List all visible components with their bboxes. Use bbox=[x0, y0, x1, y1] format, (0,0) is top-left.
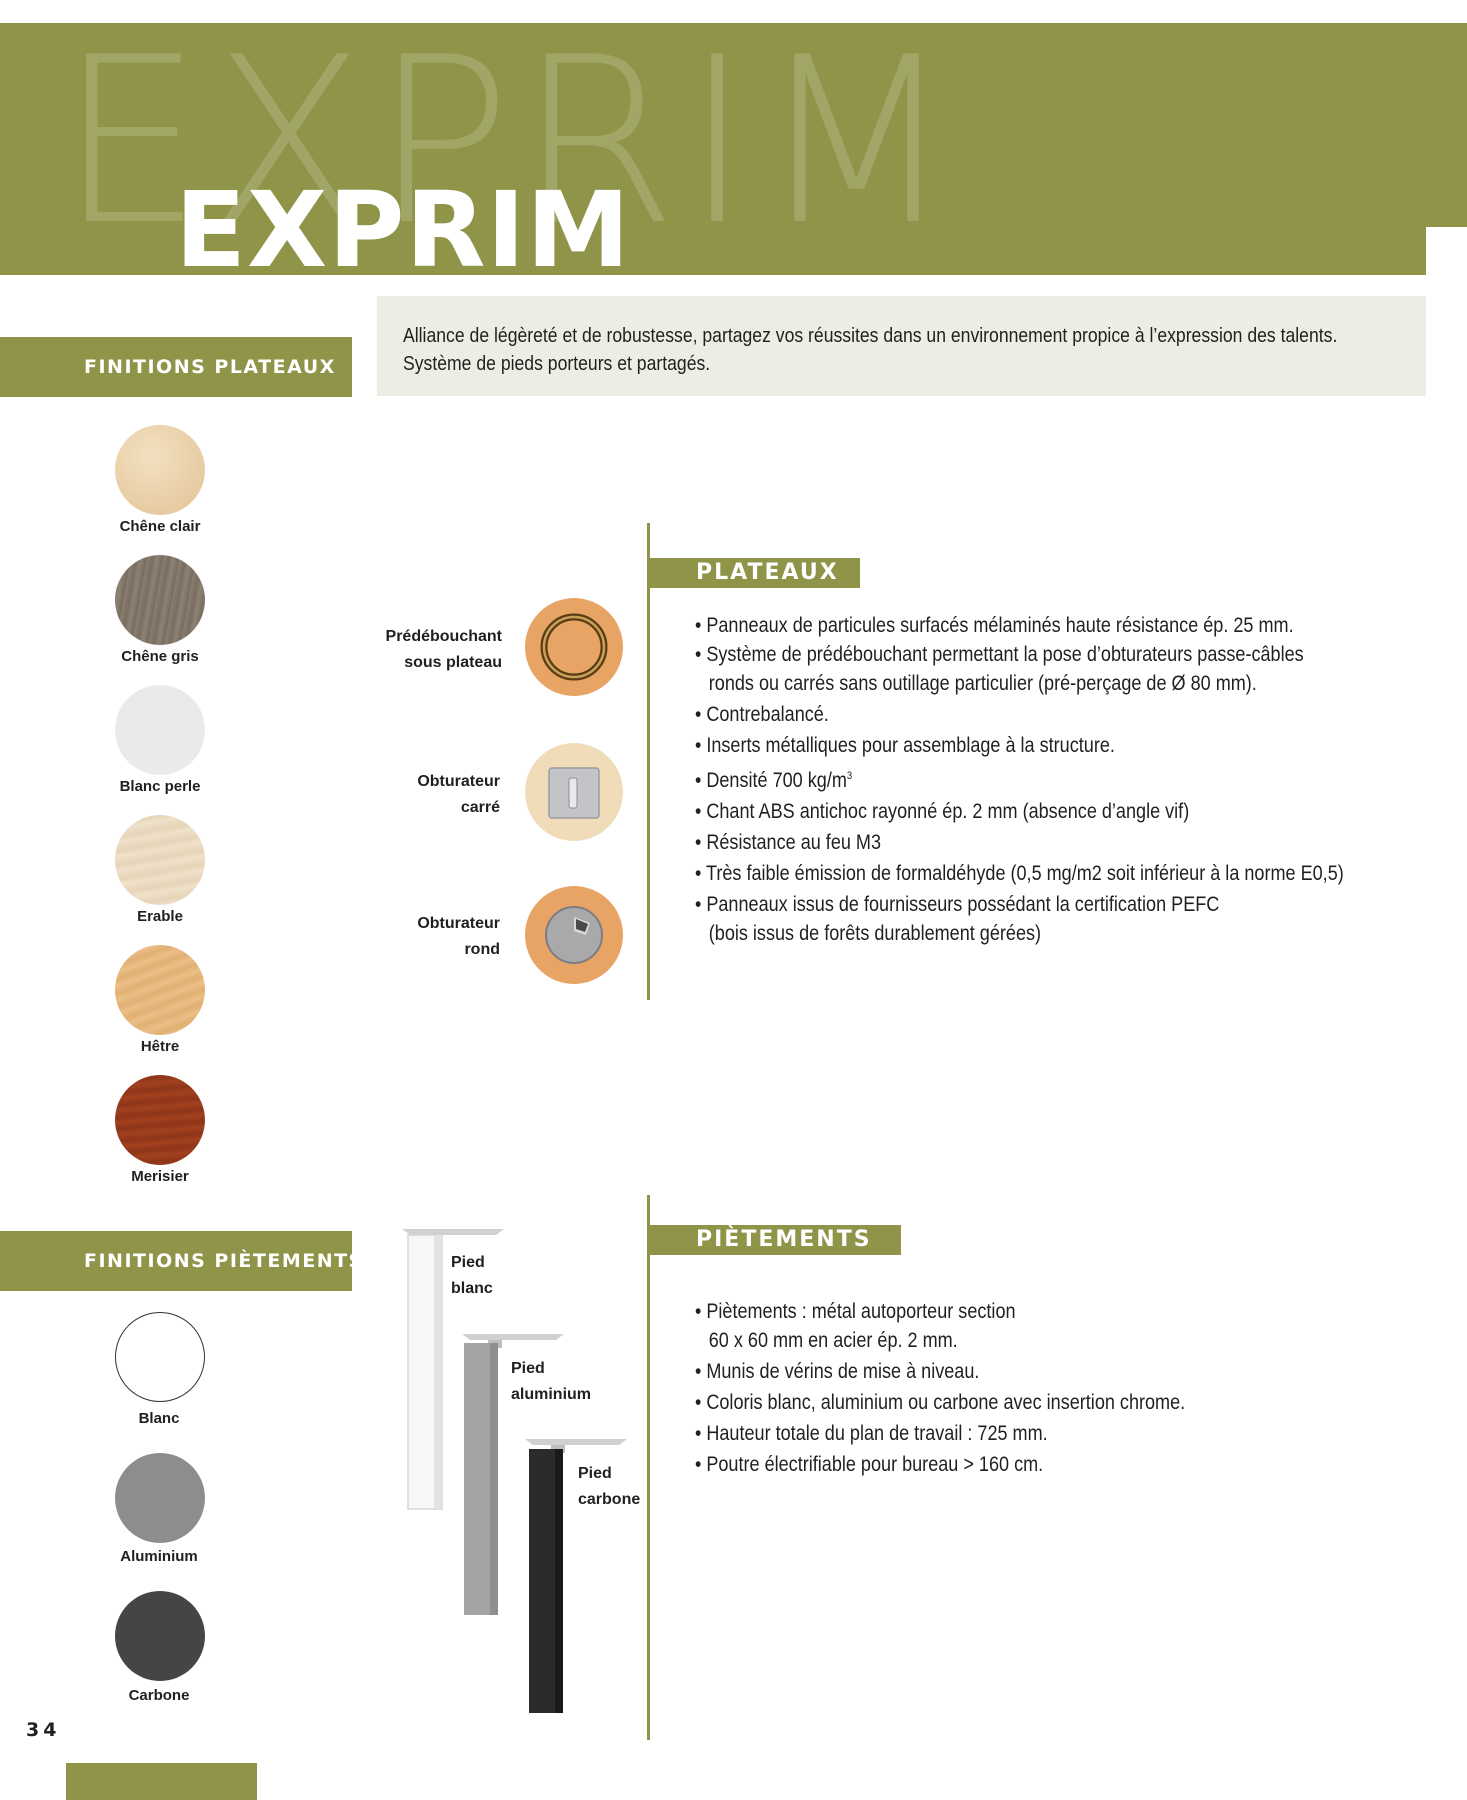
finitions-pietements-label: FINITIONS PIÈTEMENTS bbox=[0, 1231, 362, 1291]
leg-label-carbone: Pied carbone bbox=[578, 1461, 640, 1513]
swatch-hetre bbox=[115, 945, 205, 1035]
intro-line-2: Système de pieds porteurs et partagés. bbox=[403, 353, 711, 375]
leg-label-line: Pied bbox=[511, 1360, 545, 1377]
page-title: EXPRIM bbox=[175, 169, 631, 291]
plateaux-heading: PLATEAUX bbox=[648, 558, 860, 588]
swatch-label: Aluminium bbox=[120, 1548, 198, 1565]
intro-box: Alliance de légèreté et de robustesse, p… bbox=[377, 296, 1426, 396]
square-cap-icon bbox=[524, 742, 624, 842]
swatch-label: Erable bbox=[137, 908, 183, 925]
plateaux-divider bbox=[647, 523, 650, 1000]
swatch-blanc-perle bbox=[115, 685, 205, 775]
list-item: • Système de prédébouchant permettant la… bbox=[695, 643, 1304, 695]
list-item: • Chant ABS antichoc rayonné ép. 2 mm (a… bbox=[695, 800, 1190, 823]
swatch-blanc bbox=[115, 1312, 205, 1402]
leg-label-line: aluminium bbox=[511, 1386, 592, 1403]
pietements-divider bbox=[647, 1195, 650, 1740]
list-item: • Contrebalancé. bbox=[695, 703, 829, 726]
leg-label-line: Pied bbox=[451, 1254, 485, 1271]
leg-label-blanc: Pied blanc bbox=[451, 1250, 493, 1302]
swatch-label: Blanc perle bbox=[119, 778, 201, 795]
ring-icon bbox=[524, 597, 624, 697]
swatch-carbone bbox=[115, 1591, 205, 1681]
item-label-line: carré bbox=[460, 799, 500, 816]
pietements-heading: PIÈTEMENTS bbox=[648, 1225, 901, 1255]
swatch-label: Blanc bbox=[138, 1410, 180, 1427]
pietements-bullets: • Piètements : métal autoporteur section… bbox=[695, 1297, 1265, 1479]
swatch-label: Chêne gris bbox=[121, 648, 199, 665]
leg-label-aluminium: Pied aluminium bbox=[511, 1356, 591, 1408]
leg-label-line: carbone bbox=[578, 1491, 641, 1508]
swatch-label: Carbone bbox=[128, 1687, 190, 1704]
list-item: • Hauteur totale du plan de travail : 72… bbox=[695, 1422, 1048, 1445]
list-item: • Résistance au feu M3 bbox=[695, 831, 882, 854]
leg-carbone-icon bbox=[525, 1439, 627, 1713]
item-label-line: Prédébouchant bbox=[385, 628, 502, 645]
swatch-merisier bbox=[115, 1075, 205, 1165]
list-item: • Coloris blanc, aluminium ou carbone av… bbox=[695, 1391, 1186, 1414]
swatch-label: Hêtre bbox=[140, 1038, 180, 1055]
item-label-line: sous plateau bbox=[404, 654, 502, 671]
round-cap-icon bbox=[524, 885, 624, 985]
list-item: • Très faible émission de formaldéhyde (… bbox=[695, 862, 1344, 885]
swatch-chene-clair bbox=[115, 425, 205, 515]
list-item: • Piètements : métal autoporteur section… bbox=[695, 1300, 1016, 1352]
list-item: • Panneaux issus de fournisseurs posséda… bbox=[695, 893, 1220, 945]
swatch-chene-gris bbox=[115, 555, 205, 645]
item-label-line: rond bbox=[464, 941, 500, 958]
item-label-line: Obturateur bbox=[417, 773, 500, 790]
header-band-right bbox=[1426, 23, 1467, 227]
intro-line-1: Alliance de légèreté et de robustesse, p… bbox=[403, 325, 1338, 347]
swatch-label: Merisier bbox=[131, 1168, 189, 1185]
leg-aluminium-icon bbox=[462, 1334, 564, 1615]
leg-white-icon bbox=[402, 1229, 504, 1510]
list-item: • Inserts métalliques pour assemblage à … bbox=[695, 734, 1115, 757]
legs-illustration bbox=[398, 1225, 638, 1725]
page-number: 34 bbox=[26, 1719, 61, 1741]
plateaux-bullets: • Panneaux de particules surfacés mélami… bbox=[695, 611, 1449, 948]
leg-label-line: blanc bbox=[451, 1280, 493, 1297]
list-item: • Densité 700 kg/m3 bbox=[695, 769, 853, 792]
leg-label-line: Pied bbox=[578, 1465, 612, 1482]
list-item: • Poutre électrifiable pour bureau > 160… bbox=[695, 1453, 1044, 1476]
list-item: • Munis de vérins de mise à niveau. bbox=[695, 1360, 980, 1383]
footer-bar bbox=[66, 1763, 257, 1800]
swatch-erable bbox=[115, 815, 205, 905]
list-item: • Panneaux de particules surfacés mélami… bbox=[695, 614, 1294, 637]
finitions-plateaux-label: FINITIONS PLATEAUX bbox=[0, 337, 352, 397]
swatch-aluminium bbox=[115, 1453, 205, 1543]
item-label-predebouchant: Prédébouchant sous plateau bbox=[380, 624, 502, 676]
swatch-label: Chêne clair bbox=[119, 518, 201, 535]
header-watermark: EXPRIM bbox=[58, 9, 962, 276]
item-label-obturateur-rond: Obturateur rond bbox=[380, 911, 500, 963]
item-label-line: Obturateur bbox=[417, 915, 500, 932]
item-label-obturateur-carre: Obturateur carré bbox=[380, 769, 500, 821]
header-band bbox=[0, 23, 1426, 275]
